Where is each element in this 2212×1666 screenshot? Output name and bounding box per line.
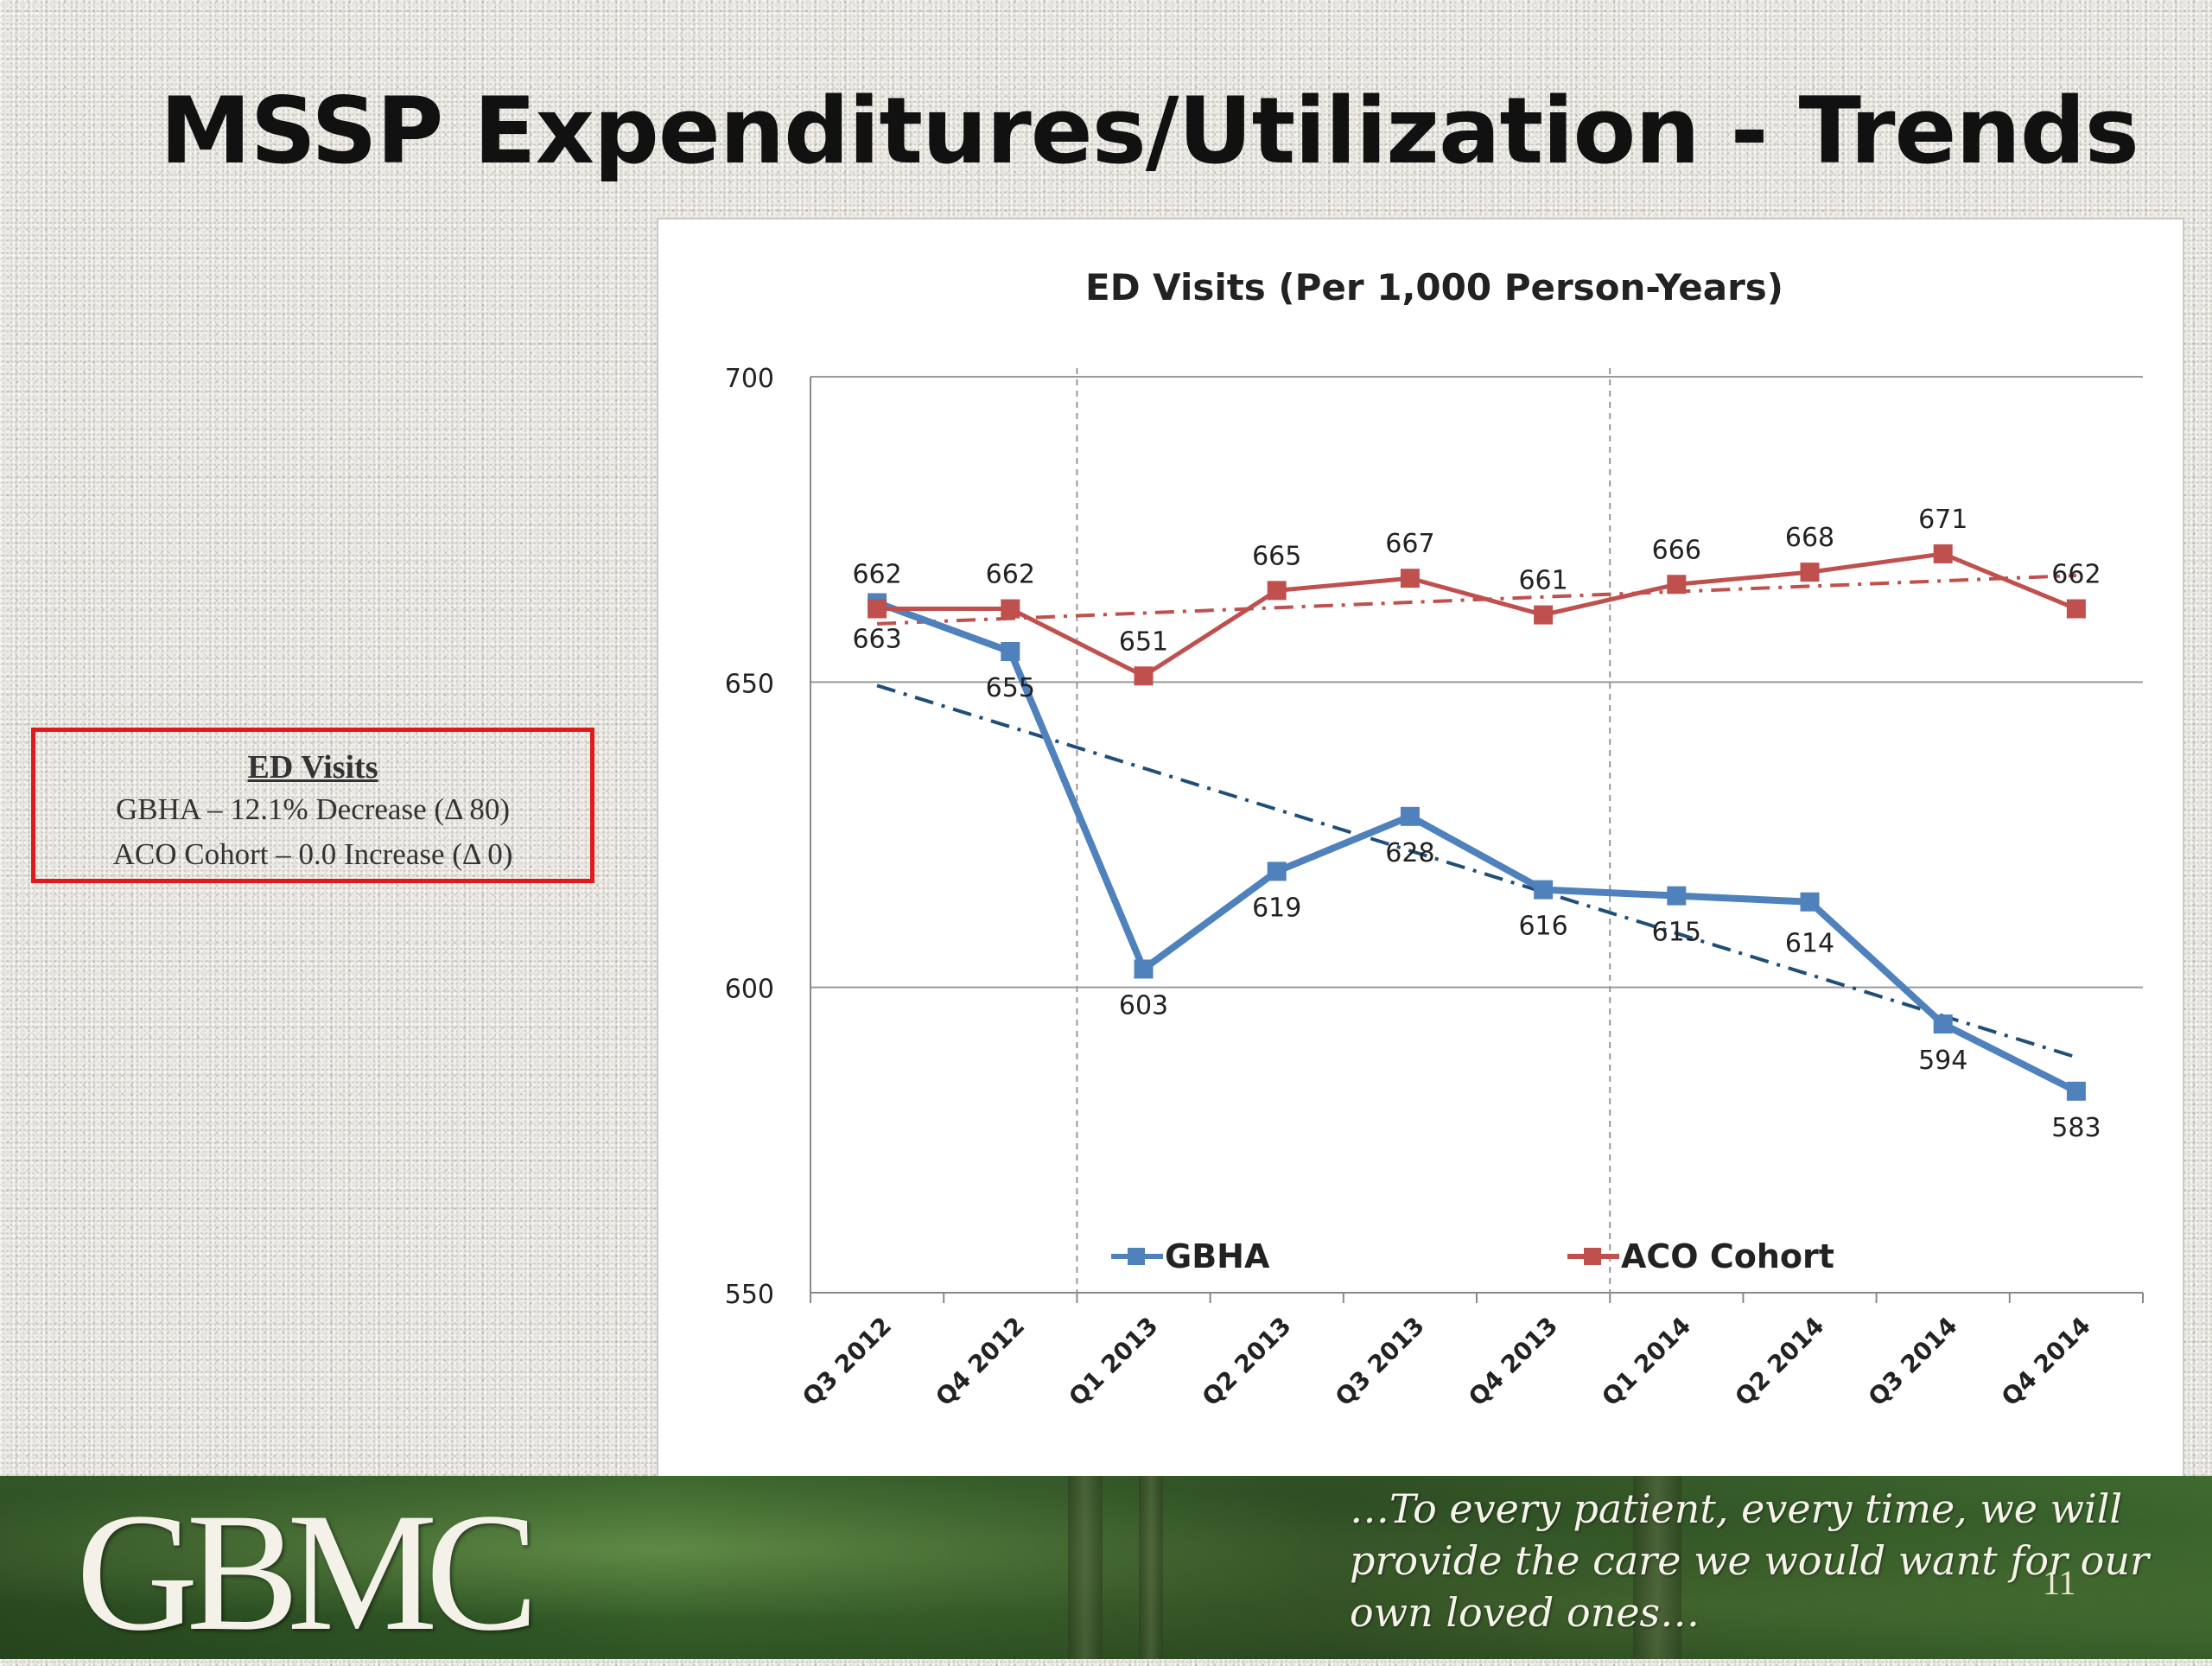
y-tick-label: 550 bbox=[725, 1280, 774, 1310]
legend-swatch-marker-aco-cohort bbox=[1584, 1248, 1601, 1265]
data-point-aco-cohort bbox=[1534, 605, 1554, 625]
data-point-gbha bbox=[1134, 959, 1154, 979]
trendline-aco-cohort bbox=[877, 573, 2076, 626]
series-line-gbha bbox=[875, 599, 2078, 1095]
legend-swatch-marker-gbha bbox=[1128, 1248, 1145, 1265]
data-point-aco-cohort bbox=[2066, 599, 2086, 619]
data-label-gbha: 583 bbox=[2051, 1113, 2101, 1143]
data-label-aco-cohort: 665 bbox=[1252, 541, 1301, 571]
data-point-gbha bbox=[1534, 880, 1554, 900]
x-tick-label: Q2 2013 bbox=[1197, 1312, 1297, 1412]
y-tick-label: 700 bbox=[725, 364, 774, 394]
data-point-aco-cohort bbox=[1933, 544, 1953, 563]
trendline-gbha bbox=[876, 684, 2077, 1059]
data-point-gbha bbox=[1800, 892, 1820, 912]
data-point-aco-cohort bbox=[1001, 599, 1020, 619]
data-point-gbha bbox=[1267, 862, 1287, 881]
chart-panel: ED Visits (Per 1,000 Person-Years) 663 65… bbox=[657, 218, 2184, 1483]
footer-banner bbox=[0, 1476, 2212, 1659]
data-point-gbha bbox=[1933, 1014, 1953, 1034]
y-tick-label: 650 bbox=[725, 669, 774, 699]
callout-gbha-line: GBHA – 12.1% Decrease (Δ 80) bbox=[115, 792, 510, 826]
data-label-gbha: 655 bbox=[986, 673, 1035, 703]
data-point-aco-cohort bbox=[1800, 563, 1820, 582]
data-label-aco-cohort: 662 bbox=[986, 560, 1035, 590]
data-point-aco-cohort bbox=[1267, 581, 1287, 601]
data-point-gbha bbox=[1400, 806, 1420, 826]
x-tick-label: Q3 2012 bbox=[797, 1312, 897, 1412]
data-label-gbha: 615 bbox=[1652, 918, 1701, 948]
x-tick-label: Q3 2013 bbox=[1330, 1312, 1430, 1412]
data-point-aco-cohort bbox=[1667, 575, 1687, 595]
data-label-aco-cohort: 667 bbox=[1385, 529, 1434, 559]
data-point-aco-cohort bbox=[1134, 666, 1154, 686]
page-number: 11 bbox=[2043, 1563, 2076, 1602]
x-tick-label: Q1 2013 bbox=[1064, 1312, 1164, 1412]
ed-visits-chart: ED Visits (Per 1,000 Person-Years) 663 65… bbox=[725, 266, 2144, 1412]
data-label-aco-cohort: 651 bbox=[1119, 626, 1168, 657]
data-label-aco-cohort: 666 bbox=[1652, 535, 1701, 565]
data-point-gbha bbox=[1001, 642, 1020, 661]
data-label-gbha: 628 bbox=[1385, 838, 1434, 868]
chart-title: ED Visits (Per 1,000 Person-Years) bbox=[1085, 266, 1783, 308]
data-label-aco-cohort: 662 bbox=[852, 560, 901, 590]
data-label-aco-cohort: 668 bbox=[1785, 523, 1834, 553]
tagline: …To every patient, every time, we will p… bbox=[1350, 1483, 2179, 1638]
tree-trunk-decoration bbox=[1068, 1476, 1103, 1659]
data-point-gbha bbox=[2066, 1081, 2086, 1101]
tree-trunk-decoration bbox=[1139, 1476, 1163, 1659]
data-label-aco-cohort: 671 bbox=[1918, 505, 1967, 535]
legend-label-aco-cohort: ACO Cohort bbox=[1621, 1237, 1834, 1275]
data-point-aco-cohort bbox=[1400, 569, 1420, 588]
gbmc-logo: GBMC bbox=[76, 1478, 538, 1666]
tagline-line-3: own loved ones… bbox=[1350, 1589, 1700, 1636]
callout-title: ED Visits bbox=[247, 749, 378, 785]
y-tick-label: 600 bbox=[725, 975, 774, 1005]
x-tick-label: Q4 2012 bbox=[930, 1312, 1030, 1412]
data-label-gbha: 603 bbox=[1119, 990, 1168, 1021]
data-label-gbha: 616 bbox=[1518, 912, 1567, 942]
data-label-gbha: 594 bbox=[1918, 1046, 1967, 1076]
callout-aco-line: ACO Cohort – 0.0 Increase (Δ 0) bbox=[112, 837, 513, 871]
x-tick-label: Q2 2014 bbox=[1730, 1312, 1830, 1412]
data-label-aco-cohort: 662 bbox=[2051, 560, 2101, 590]
slide-title: MSSP Expenditures/Utilization - Trends bbox=[160, 78, 2139, 184]
series-line-aco-cohort bbox=[877, 551, 2077, 678]
data-label-gbha: 619 bbox=[1252, 893, 1301, 923]
ed-visits-callout: ED Visits GBHA – 12.1% Decrease (Δ 80) A… bbox=[31, 728, 594, 883]
x-tick-label: Q3 2014 bbox=[1863, 1312, 1963, 1412]
x-tick-label: Q4 2013 bbox=[1463, 1312, 1563, 1412]
data-point-aco-cohort bbox=[868, 599, 887, 619]
legend-label-gbha: GBHA bbox=[1165, 1237, 1270, 1275]
tagline-line-2: provide the care we would want for our bbox=[1350, 1537, 2149, 1584]
data-label-gbha: 663 bbox=[852, 624, 901, 654]
data-label-gbha: 614 bbox=[1785, 929, 1834, 959]
data-label-aco-cohort: 661 bbox=[1518, 566, 1567, 596]
tree-trunk-decoration bbox=[1633, 1476, 1681, 1659]
x-tick-label: Q1 2014 bbox=[1596, 1312, 1696, 1412]
data-point-gbha bbox=[1667, 886, 1687, 906]
tagline-line-1: …To every patient, every time, we will bbox=[1350, 1485, 2123, 1532]
x-tick-label: Q4 2014 bbox=[1996, 1312, 2096, 1412]
